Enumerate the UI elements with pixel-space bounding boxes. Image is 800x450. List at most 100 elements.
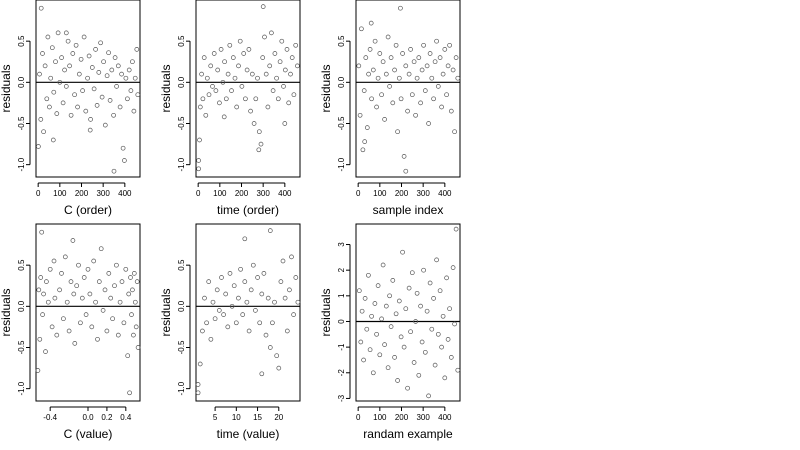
data-point bbox=[38, 5, 44, 11]
y-axis-title: residuals bbox=[319, 64, 333, 112]
data-point bbox=[214, 287, 220, 293]
data-point bbox=[379, 316, 384, 322]
data-point bbox=[112, 55, 118, 60]
y-tick-label: 0.0 bbox=[337, 76, 346, 88]
data-point bbox=[52, 295, 58, 301]
data-point bbox=[445, 337, 451, 342]
data-point bbox=[42, 63, 48, 69]
data-point bbox=[213, 88, 219, 93]
panel-4: -0.4 0.0 0.2 0.4 -1.0 -0.5 0.0 0.5 C (value) resi… bbox=[0, 223, 141, 441]
data-point bbox=[211, 51, 217, 56]
data-point bbox=[91, 258, 97, 264]
data-point bbox=[442, 47, 448, 52]
data-point bbox=[41, 291, 46, 297]
data-point bbox=[385, 365, 391, 371]
data-point bbox=[38, 117, 44, 122]
data-points bbox=[356, 226, 461, 399]
data-point bbox=[38, 275, 44, 280]
data-point bbox=[35, 368, 41, 373]
data-point bbox=[227, 271, 233, 276]
data-point bbox=[372, 301, 378, 306]
data-point bbox=[225, 71, 231, 77]
data-point bbox=[282, 67, 288, 73]
y-tick-label: -0.5 bbox=[337, 116, 346, 130]
data-point bbox=[249, 71, 255, 77]
data-point bbox=[392, 67, 397, 73]
data-point bbox=[270, 320, 275, 326]
data-point bbox=[259, 291, 265, 297]
data-point bbox=[286, 100, 292, 106]
data-point bbox=[108, 295, 114, 301]
plot-frame bbox=[35, 0, 141, 178]
data-point bbox=[134, 279, 140, 284]
data-point bbox=[434, 38, 439, 44]
data-point bbox=[208, 336, 214, 342]
data-point bbox=[93, 47, 98, 52]
data-point bbox=[111, 112, 116, 118]
data-point bbox=[83, 108, 89, 114]
data-point bbox=[274, 75, 279, 81]
data-point bbox=[419, 67, 425, 73]
x-tick-label: 300 bbox=[416, 413, 430, 422]
data-point bbox=[244, 67, 250, 73]
data-point bbox=[67, 63, 72, 69]
data-point bbox=[37, 336, 43, 342]
data-point bbox=[358, 339, 364, 345]
y-tick-label: 0.5 bbox=[17, 259, 26, 271]
data-point bbox=[222, 59, 227, 65]
y-tick-label: 0.5 bbox=[337, 35, 346, 47]
data-point bbox=[78, 320, 83, 326]
data-point bbox=[272, 51, 278, 56]
data-point bbox=[261, 271, 267, 276]
x-tick-label: 200 bbox=[75, 189, 89, 198]
data-point bbox=[39, 229, 45, 235]
data-point bbox=[85, 266, 91, 272]
data-point bbox=[406, 285, 412, 291]
data-point bbox=[104, 328, 110, 334]
data-point bbox=[72, 92, 77, 98]
data-point bbox=[403, 306, 409, 312]
data-point bbox=[204, 75, 210, 81]
data-point bbox=[401, 344, 407, 350]
x-tick-label: 100 bbox=[373, 189, 387, 198]
data-point bbox=[251, 121, 257, 126]
panel-2: 0 100 200 300 400 -1.0 -0.5 0.0 0.5 time (order) r… bbox=[159, 0, 301, 217]
data-point bbox=[424, 63, 430, 69]
data-point bbox=[130, 59, 135, 65]
data-point bbox=[59, 55, 64, 60]
data-point bbox=[416, 55, 422, 60]
data-point bbox=[452, 321, 457, 327]
data-point bbox=[60, 100, 66, 106]
data-point bbox=[55, 30, 61, 36]
data-point bbox=[282, 295, 288, 301]
data-point bbox=[95, 336, 100, 342]
data-point bbox=[51, 89, 57, 95]
data-point bbox=[250, 262, 256, 268]
y-tick-label: 0.0 bbox=[177, 300, 186, 312]
x-tick-label: 400 bbox=[438, 413, 452, 422]
x-tick-label: 400 bbox=[438, 189, 452, 198]
data-point bbox=[246, 47, 252, 52]
data-point bbox=[62, 67, 67, 73]
data-point bbox=[40, 312, 45, 317]
data-point bbox=[218, 47, 224, 52]
data-point bbox=[405, 385, 410, 391]
data-point bbox=[255, 275, 260, 280]
data-point bbox=[253, 308, 258, 313]
data-point bbox=[44, 96, 50, 102]
data-point bbox=[96, 70, 102, 75]
data-point bbox=[81, 275, 87, 280]
data-point bbox=[223, 291, 229, 297]
data-point bbox=[125, 353, 131, 359]
data-point bbox=[263, 71, 269, 77]
data-points bbox=[196, 4, 300, 172]
data-point bbox=[256, 129, 262, 135]
data-point bbox=[88, 117, 93, 122]
y-tick-label: 3 bbox=[337, 242, 346, 247]
x-tick-label: 10 bbox=[232, 413, 241, 422]
data-point bbox=[89, 324, 95, 330]
data-point bbox=[210, 299, 216, 305]
data-point bbox=[201, 55, 207, 60]
data-point bbox=[267, 345, 273, 350]
